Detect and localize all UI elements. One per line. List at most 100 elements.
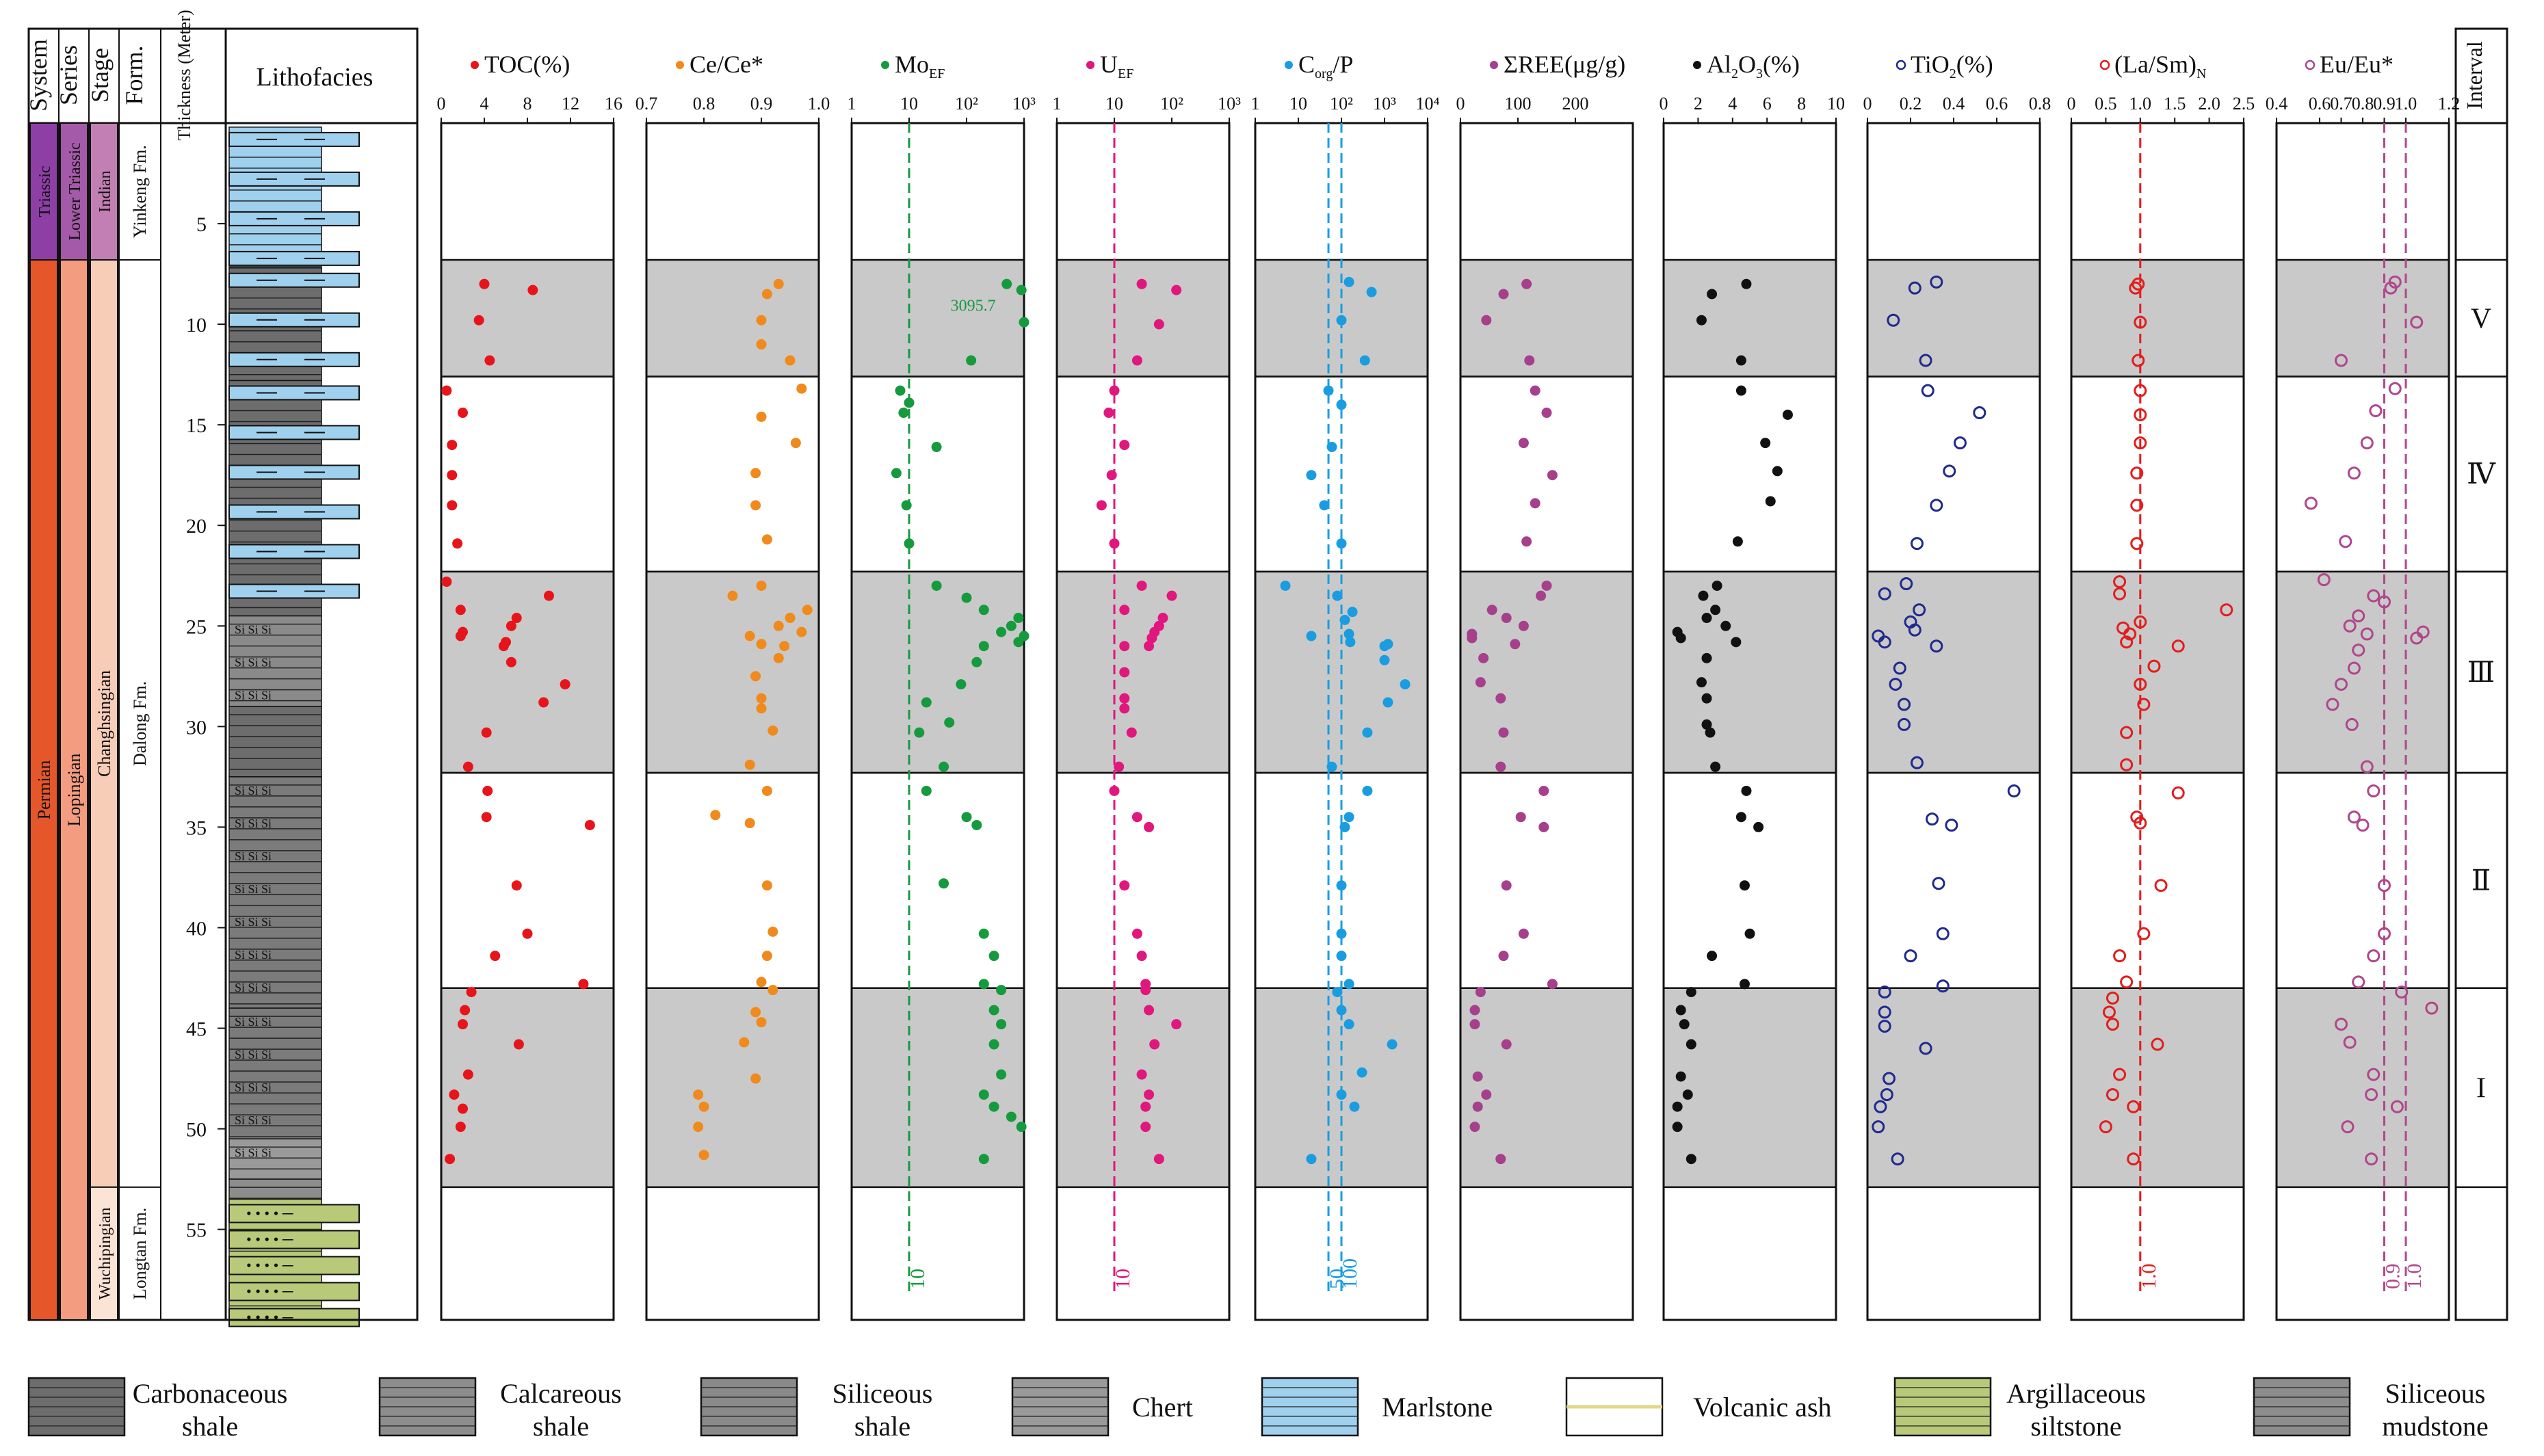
legend-label-volcanic-ash: Volcanic ash [1693,1392,1832,1422]
svg-text:• • • • ─: • • • • ─ [246,1205,293,1222]
ree-point-34 [1472,1071,1483,1082]
al-point-8 [1765,496,1776,507]
ree-tick-label-1: 100 [1505,94,1532,114]
ce-point-37 [750,1073,761,1084]
mo-point-16 [996,626,1007,637]
ce-point-19 [779,641,790,652]
panel-toc: TOC(%) 0 4 8 12 16 [437,51,622,1321]
ree-point-29 [1547,979,1558,990]
ti-point-16 [1908,623,1922,637]
toc-point-6 [447,440,458,451]
al-point-3 [1735,355,1746,366]
corg-point-20 [1400,679,1411,690]
legend-label-chert: Chert [1132,1392,1193,1422]
lasm-point-9 [2130,537,2144,551]
ree-point-11 [1536,590,1547,601]
eu-interval-shade-0 [2277,260,2449,377]
mo-refline-label-0: 10 [906,1269,929,1289]
mo-point-0 [1001,278,1012,289]
lasm-tick-label-2: 1.0 [2129,94,2152,114]
al-tick-label-2: 4 [1728,94,1737,114]
interval-label-0: V [2471,303,2491,334]
u-point-37 [1140,1101,1151,1112]
eu-point-37 [2390,1100,2404,1113]
ce-point-36 [739,1037,750,1048]
u-point-32 [1144,1005,1155,1016]
ree-point-13 [1501,613,1512,624]
eu-point-30 [2352,975,2365,989]
eu-point-23 [2360,760,2374,773]
toc-point-1 [527,284,538,295]
eu-tick-label-5: 1.0 [2395,94,2417,114]
system-unit-0 [29,122,58,261]
toc-point-23 [462,761,473,772]
interval-label-2: Ⅲ [2467,657,2495,689]
corg-point-3 [1359,355,1370,366]
legend: CarbonaceousshaleCalcareousshaleSiliceou… [27,1377,2489,1442]
mo-point-3 [966,355,977,366]
toc-point-24 [482,785,493,796]
u-point-28 [1131,928,1142,939]
corg-point-24 [1362,785,1373,796]
corg-point-4 [1323,385,1334,396]
u-point-5 [1103,408,1114,419]
ti-point-28 [1904,949,1917,963]
lasm-point-4 [2134,384,2147,397]
stage-label-1: Changhsingian [94,670,114,777]
svg-text:• • • • ─: • • • • ─ [246,1257,293,1274]
toc-point-37 [458,1103,468,1114]
al-tick-label-5: 10 [1827,94,1845,114]
toc-point-9 [452,538,463,549]
al-point-0 [1741,278,1752,289]
lasm-point-33 [2151,1037,2164,1051]
corg-point-28 [1336,928,1347,939]
eu-point-8 [2304,497,2318,510]
lasm-refline-label-0: 1.0 [2138,1264,2160,1290]
u-point-21 [1119,703,1130,714]
eu-point-17 [2416,625,2430,639]
ce-point-21 [750,671,761,682]
strat-header: System Series Stage Form. Thickness (Met… [25,10,2487,140]
ti-point-31 [1878,1005,1891,1019]
al-point-11 [1698,590,1709,601]
stage-label-0: Indian [96,170,114,212]
eu-point-33 [2335,1018,2348,1031]
al-interval-shade-2 [1664,571,1836,773]
al-tick-label-3: 6 [1763,94,1772,114]
lasm-point-32 [2106,1018,2119,1031]
eu-point-32 [2425,1001,2439,1015]
toc-point-20 [560,679,571,690]
legend-label-marlstone: Marlstone [1382,1392,1493,1422]
u-title: UEF [1086,51,1133,81]
lasm-point-17 [2171,639,2185,653]
u-point-35 [1136,1069,1147,1080]
u-point-22 [1126,727,1137,738]
al-point-10 [1712,580,1722,591]
mo-point-20 [971,657,982,667]
u-point-4 [1109,385,1120,396]
series-unit-1 [60,259,88,1321]
ti-point-2 [1887,313,1900,327]
ree-point-20 [1495,693,1506,704]
svg-text:Si Si Si: Si Si Si [235,689,272,702]
u-point-38 [1140,1122,1151,1133]
u-point-16 [1146,633,1157,644]
corg-point-21 [1382,697,1393,708]
ree-point-4 [1530,385,1540,396]
toc-point-5 [458,408,468,419]
mo-point-1 [1016,284,1027,295]
al-interval-shade-0 [1664,260,1836,377]
al-title: Al2O3(%) [1693,51,1800,81]
u-interval-shade-4 [1057,988,1229,1187]
toc-title: TOC(%) [471,51,570,78]
ree-point-5 [1541,408,1552,419]
al-point-23 [1710,761,1721,772]
lasm-point-3 [2132,354,2145,367]
toc-point-19 [506,657,516,667]
ti-point-20 [1898,698,1911,711]
eu-point-27 [2378,879,2391,892]
corg-tick-label-2: 10² [1330,94,1353,114]
ce-frame [645,122,820,1321]
ce-point-0 [773,278,784,289]
al-point-36 [1682,1089,1693,1100]
